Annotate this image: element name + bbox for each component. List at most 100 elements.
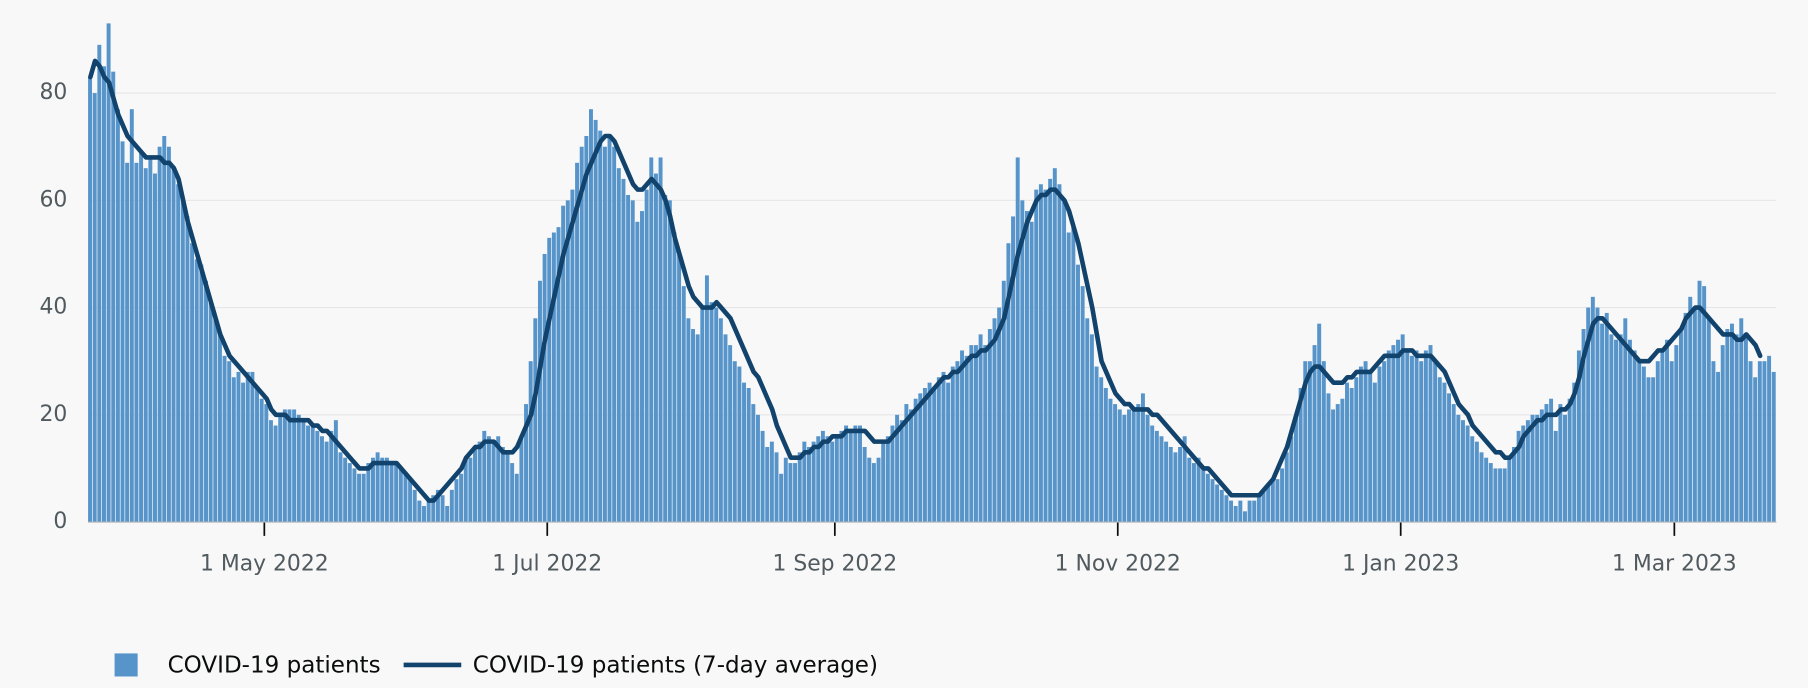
bar: [97, 44, 102, 523]
bar: [1716, 371, 1721, 523]
bar: [867, 457, 872, 523]
bar: [779, 473, 784, 523]
bar: [292, 409, 297, 523]
bar: [1294, 414, 1298, 523]
bar: [375, 452, 380, 523]
bar: [1553, 430, 1558, 523]
bar: [273, 425, 278, 523]
bar: [839, 430, 844, 523]
bar: [858, 425, 862, 523]
bar: [1150, 425, 1155, 523]
bar: [1623, 318, 1628, 523]
bar: [1178, 446, 1183, 523]
bar: [1502, 468, 1507, 523]
bar: [1627, 339, 1632, 523]
bar: [1219, 489, 1224, 523]
y-tick-label: 0: [53, 509, 67, 534]
legend-label: COVID-19 patients (7-day average): [473, 653, 878, 679]
bar: [547, 237, 552, 523]
bar: [1117, 409, 1122, 523]
bar: [1164, 441, 1169, 523]
bar: [1484, 457, 1489, 523]
bar: [783, 457, 788, 523]
bar: [157, 146, 162, 523]
bar: [287, 409, 292, 523]
bar: [505, 452, 510, 523]
bar: [1590, 296, 1595, 523]
bar: [1558, 404, 1563, 523]
bar: [301, 420, 306, 523]
bar: [296, 414, 301, 523]
bar: [913, 398, 918, 523]
bar: [1080, 286, 1085, 523]
bar: [848, 430, 853, 523]
bar: [1242, 511, 1247, 523]
bar: [245, 371, 250, 523]
bar: [1052, 168, 1057, 523]
bar: [1312, 345, 1317, 523]
bar: [1266, 484, 1271, 523]
bar: [1062, 200, 1067, 523]
bar: [319, 436, 324, 523]
bar: [1145, 414, 1150, 523]
bar: [1512, 446, 1516, 523]
bar: [1493, 468, 1498, 523]
bar: [1099, 377, 1104, 523]
bar: [746, 388, 751, 523]
bar: [960, 350, 965, 523]
bar: [1488, 463, 1493, 523]
bar: [807, 446, 811, 523]
bar: [1576, 350, 1581, 523]
bar: [969, 345, 974, 523]
bar: [1753, 377, 1758, 523]
bar: [1419, 361, 1424, 523]
bar: [1409, 355, 1414, 523]
bar: [579, 146, 584, 523]
bar: [329, 430, 334, 523]
bar: [1711, 361, 1716, 523]
bar: [802, 441, 807, 523]
bar: [129, 109, 134, 523]
bar: [366, 463, 371, 523]
bar: [236, 371, 241, 523]
bar: [1289, 436, 1294, 523]
bar: [1600, 323, 1605, 523]
bar: [482, 430, 487, 523]
bar: [955, 361, 960, 523]
bar: [1066, 232, 1071, 523]
bar: [1535, 414, 1540, 523]
bar: [1252, 500, 1257, 523]
bar: [658, 157, 663, 523]
bar: [890, 425, 895, 523]
bar: [1011, 216, 1016, 523]
bar: [551, 232, 556, 523]
bar: [519, 436, 524, 523]
bar: [1372, 382, 1377, 523]
bar: [408, 479, 413, 523]
bar: [973, 345, 978, 523]
bar: [621, 178, 626, 523]
bar: [445, 505, 450, 523]
bar: [681, 286, 686, 523]
bar: [1159, 436, 1164, 523]
bar: [922, 388, 927, 523]
bar: [1414, 350, 1419, 523]
bar: [250, 371, 255, 523]
bar: [871, 463, 876, 523]
bar: [204, 280, 208, 523]
bar: [1215, 484, 1220, 523]
bar: [1525, 420, 1530, 523]
bar: [162, 135, 167, 523]
bar: [616, 168, 621, 523]
bar: [440, 495, 445, 523]
bar: [357, 473, 362, 523]
bar: [728, 345, 733, 523]
bar: [1247, 500, 1252, 523]
bar: [1340, 398, 1345, 523]
bar: [120, 141, 125, 523]
bar: [1201, 468, 1206, 523]
bar: [881, 441, 886, 523]
bar: [602, 146, 607, 523]
bar: [677, 253, 682, 523]
x-tick-label: 1 Nov 2022: [1055, 552, 1181, 577]
